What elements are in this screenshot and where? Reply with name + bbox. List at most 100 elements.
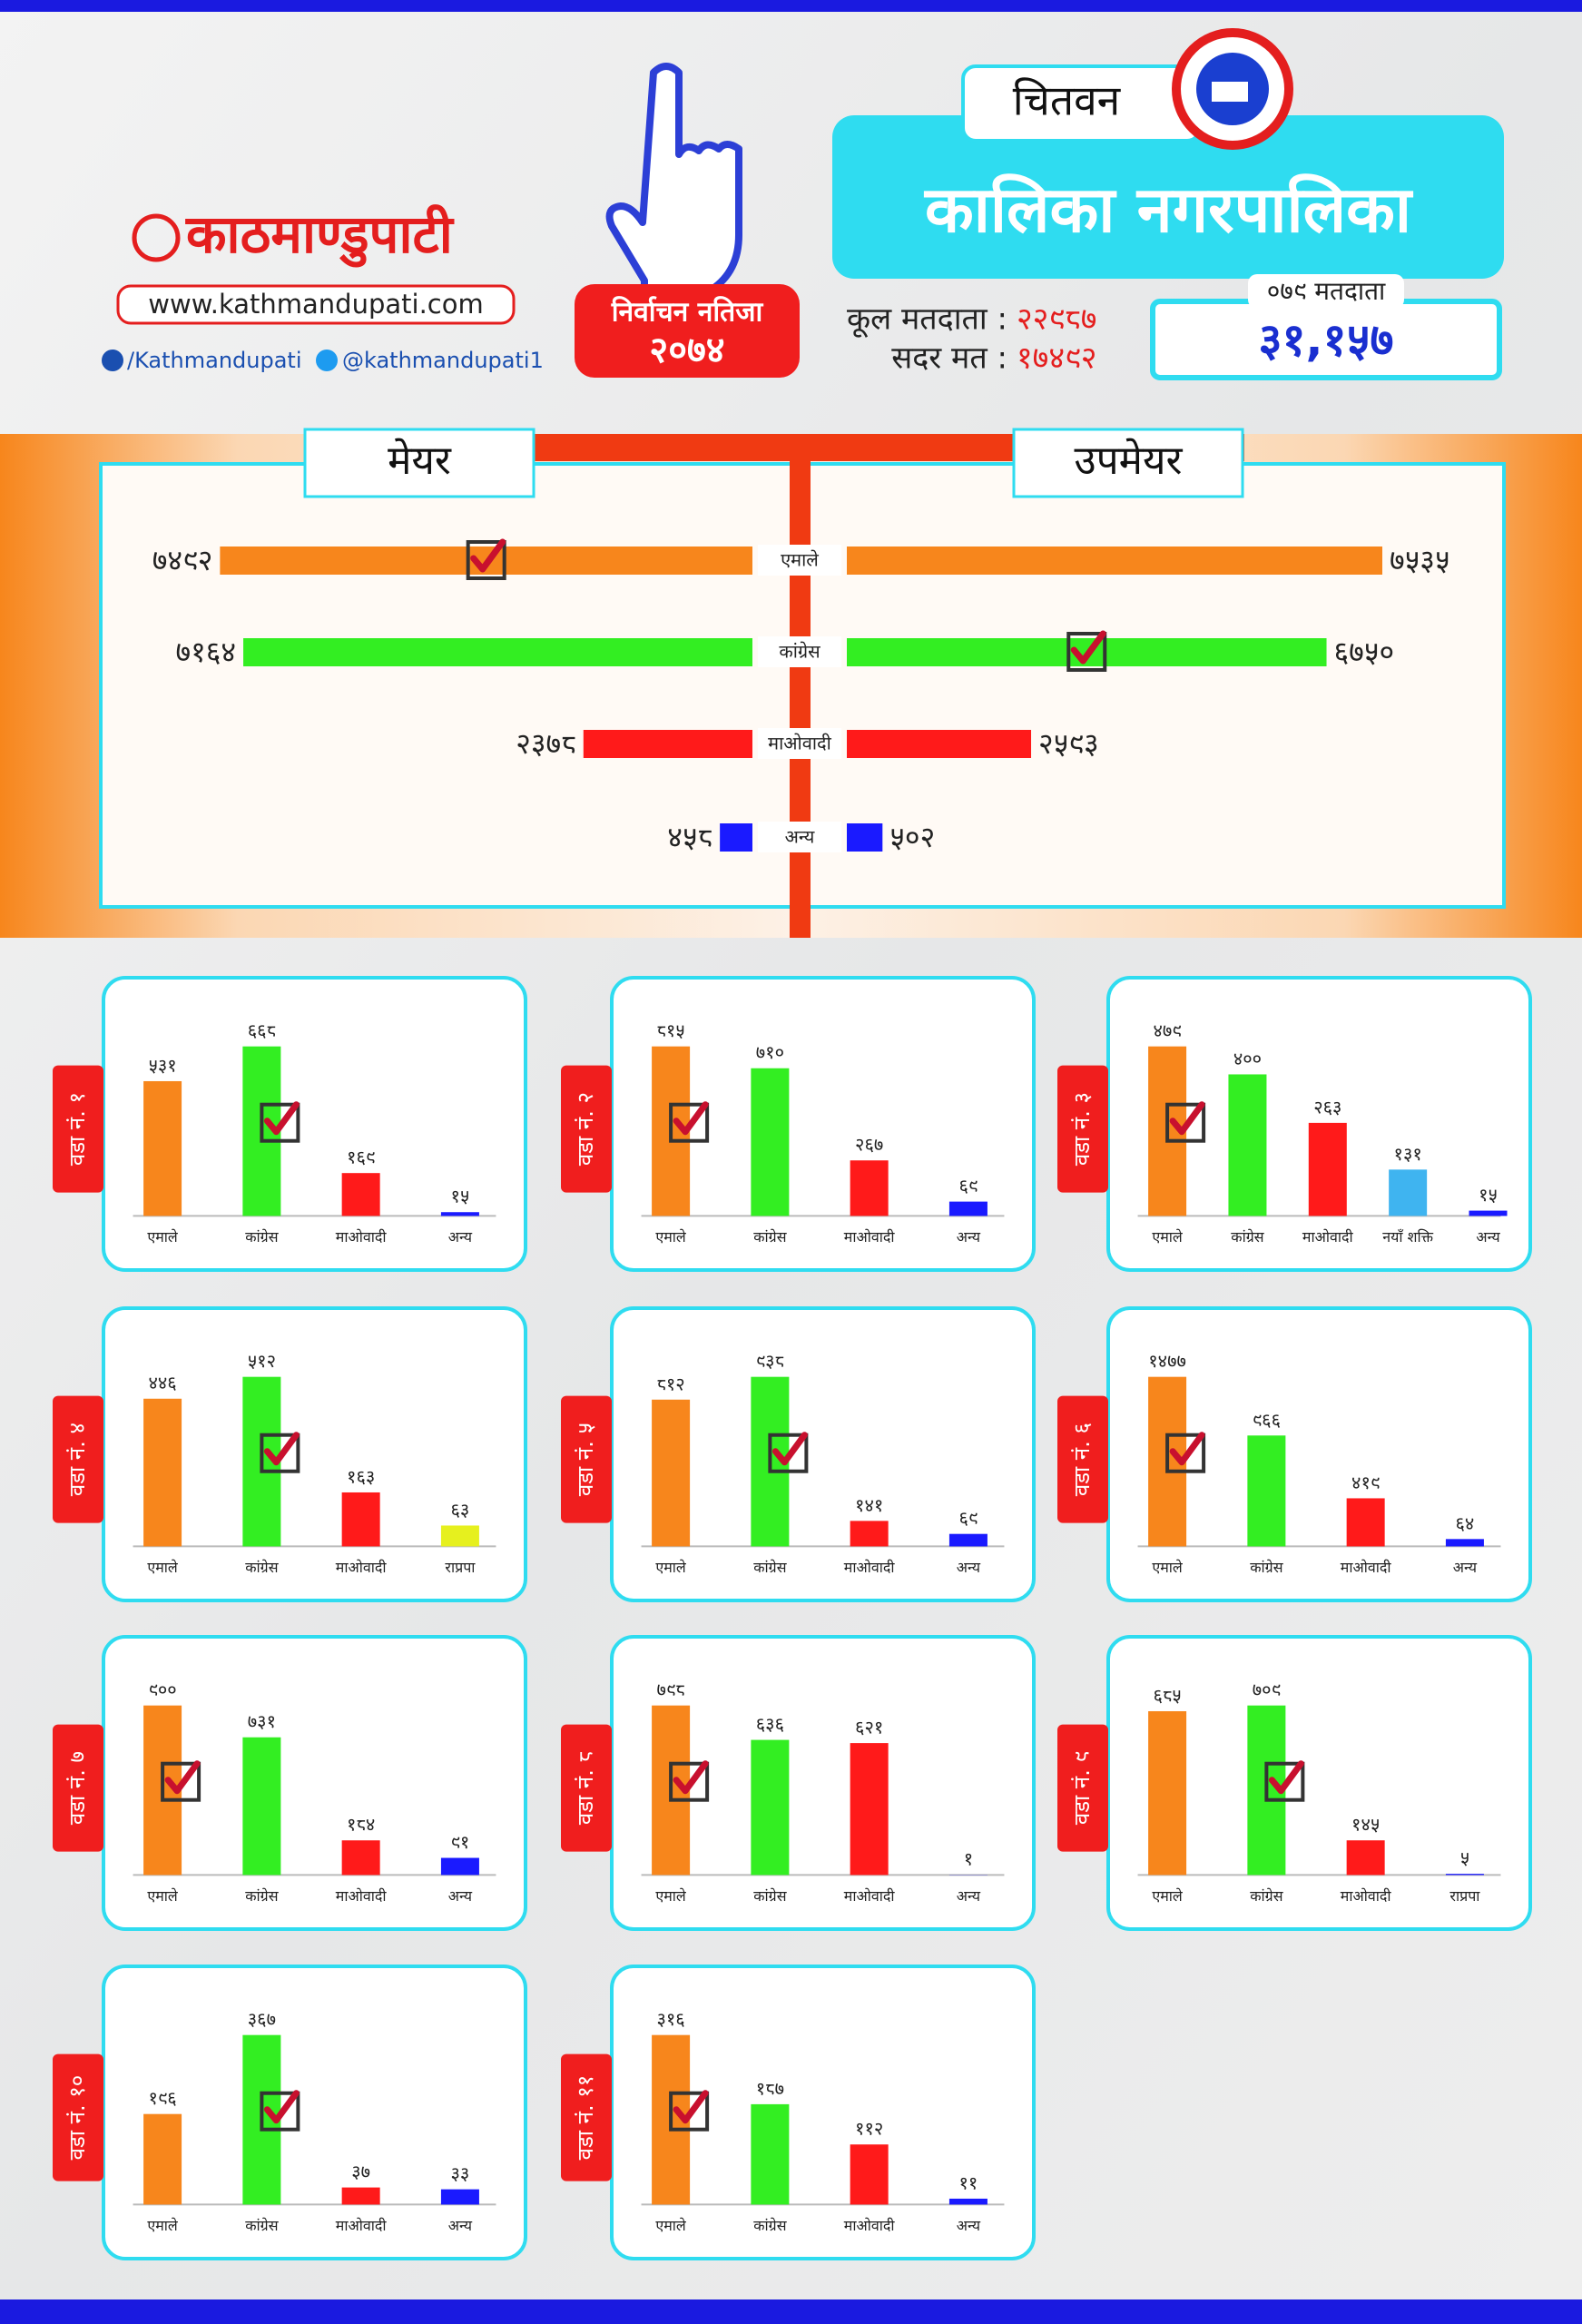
bar bbox=[1346, 1498, 1385, 1547]
value-label: ३३ bbox=[451, 2162, 470, 2184]
bar bbox=[652, 1399, 691, 1547]
category-box bbox=[758, 636, 841, 667]
value-label: ७४९२ bbox=[152, 543, 213, 577]
category-label: माओवादी bbox=[844, 1228, 896, 1246]
winner-check bbox=[669, 2090, 710, 2132]
value-label: ६६८ bbox=[248, 1019, 276, 1041]
category-label: कांग्रेस bbox=[779, 641, 820, 663]
facebook: /Kathmandupati bbox=[127, 348, 302, 373]
category-label: माओवादी bbox=[336, 1228, 388, 1246]
logo-icon bbox=[132, 213, 181, 262]
ward-tag bbox=[53, 1395, 103, 1523]
value-label: ७३१ bbox=[248, 1710, 276, 1732]
bar bbox=[440, 1857, 479, 1876]
value-label: ६९ bbox=[959, 1175, 978, 1196]
category-label: अन्य bbox=[785, 826, 815, 848]
category-box bbox=[758, 728, 841, 759]
bar bbox=[242, 1737, 281, 1876]
value-label: ९६६ bbox=[1253, 1409, 1281, 1431]
category-label: माओवादी bbox=[336, 2217, 388, 2234]
check-tick bbox=[263, 1101, 300, 1136]
category-label: माओवादी bbox=[844, 2217, 896, 2234]
check-box bbox=[260, 1102, 300, 1143]
bar bbox=[850, 2144, 889, 2205]
value-label: ६३ bbox=[451, 1499, 470, 1521]
check-box bbox=[768, 1433, 809, 1473]
value-label: ३६७ bbox=[248, 2008, 276, 2030]
check-tick bbox=[1268, 1760, 1304, 1795]
website-box bbox=[116, 284, 516, 325]
value-label: २३७८ bbox=[516, 726, 576, 761]
check-tick bbox=[1070, 630, 1106, 665]
category-label: अन्य bbox=[448, 1228, 473, 1246]
category-label: एमाले bbox=[781, 549, 819, 571]
category-label: एमाले bbox=[1152, 1887, 1184, 1905]
ward-title: वडा नं. ४ bbox=[64, 1423, 90, 1496]
category-box bbox=[758, 545, 841, 576]
bar bbox=[1389, 1169, 1428, 1216]
check-box bbox=[466, 540, 506, 580]
voters-079: ३१,१५७ bbox=[1259, 314, 1394, 367]
check-tick bbox=[673, 1101, 709, 1136]
bar bbox=[341, 2187, 380, 2205]
value-label: २५९३ bbox=[1038, 726, 1099, 761]
check-tick bbox=[263, 1432, 300, 1466]
value-label: ५ bbox=[1460, 1847, 1469, 1869]
category-label: अन्य bbox=[1476, 1228, 1500, 1246]
ward-title: वडा नं. १ bbox=[64, 1092, 90, 1166]
value-label: ५१२ bbox=[248, 1350, 276, 1372]
check-tick bbox=[673, 1760, 709, 1795]
value-label: १६९ bbox=[347, 1147, 375, 1168]
ward-title: वडा नं. २ bbox=[573, 1092, 598, 1166]
value-label: ९०० bbox=[148, 1679, 176, 1700]
category-label: माओवादी bbox=[1302, 1228, 1354, 1246]
check-tick bbox=[771, 1432, 808, 1466]
bar bbox=[440, 1525, 479, 1547]
bar bbox=[341, 1173, 380, 1216]
ward-tag bbox=[561, 1065, 612, 1193]
bar bbox=[143, 1398, 182, 1547]
check-tick bbox=[164, 1760, 201, 1795]
check-tick bbox=[470, 538, 506, 573]
bar bbox=[948, 1201, 988, 1216]
value-label: १६३ bbox=[347, 1465, 375, 1487]
bar bbox=[341, 1840, 380, 1876]
winner-check bbox=[260, 1432, 300, 1473]
category-label: कांग्रेस bbox=[245, 2217, 279, 2234]
category-label: कांग्रेस bbox=[245, 1887, 279, 1905]
value-label: ७०९ bbox=[1253, 1679, 1281, 1700]
ward-tag bbox=[561, 1395, 612, 1523]
bar bbox=[850, 1743, 889, 1876]
municipality: कालिका नगरपालिका bbox=[923, 172, 1414, 247]
category-label: माओवादी bbox=[1341, 1559, 1392, 1576]
badge-year: २०७४ bbox=[649, 330, 724, 371]
check-tick bbox=[263, 2090, 300, 2124]
category-label: एमाले bbox=[655, 1887, 687, 1905]
value-label: ८१५ bbox=[656, 1019, 684, 1041]
voters-079-label-box bbox=[1248, 274, 1404, 309]
category-label: एमाले bbox=[655, 2217, 687, 2234]
category-label: अन्य bbox=[448, 2217, 473, 2234]
bar bbox=[850, 1160, 889, 1216]
value-label: ८१२ bbox=[656, 1373, 684, 1394]
value-label: ११ bbox=[959, 2171, 978, 2193]
category-label: राप्रपा bbox=[445, 1559, 476, 1576]
ward-tag bbox=[1057, 1395, 1108, 1523]
category-box bbox=[758, 822, 841, 852]
ward-tag bbox=[561, 1724, 612, 1852]
ballot-box bbox=[1212, 82, 1248, 102]
bar bbox=[1148, 1710, 1187, 1876]
bar bbox=[948, 2198, 988, 2205]
ward-title: वडा नं. ९ bbox=[1069, 1751, 1095, 1825]
bar bbox=[1445, 1539, 1484, 1547]
value-label: ७१० bbox=[756, 1041, 784, 1063]
winner-check bbox=[260, 2090, 300, 2132]
bar bbox=[751, 1739, 790, 1876]
winner-check bbox=[161, 1760, 201, 1802]
value-label: ६९ bbox=[959, 1507, 978, 1529]
ward-tag bbox=[53, 1065, 103, 1193]
ward-title: वडा नं. ३ bbox=[1069, 1092, 1095, 1166]
check-box bbox=[1066, 632, 1107, 672]
district: चितवन bbox=[1013, 76, 1122, 125]
